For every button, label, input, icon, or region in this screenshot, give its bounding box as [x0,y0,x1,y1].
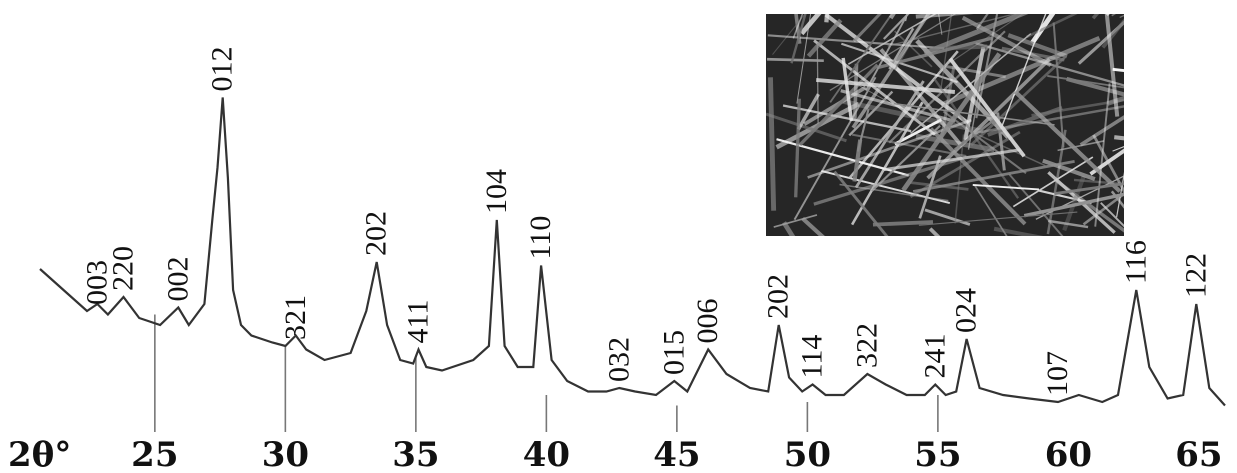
peak-label-6: 411 [401,300,434,344]
peak-label-3: 012 [206,47,239,92]
x-tick-label-60: 60 [1045,435,1092,473]
x-tick-label-40: 40 [523,435,570,473]
x-tick-label-45: 45 [653,435,700,473]
peak-label-15: 241 [918,334,951,379]
peak-label-4: 321 [279,295,312,340]
peak-label-18: 116 [1119,240,1152,284]
xrd-pattern-line [39,97,1226,407]
x-tick-label-55: 55 [914,435,961,473]
peak-label-14: 322 [850,323,883,368]
peak-label-0: 003 [80,260,113,305]
peak-label-2: 002 [161,257,194,302]
peak-label-11: 006 [691,299,724,344]
peak-label-19: 122 [1179,253,1212,298]
peak-label-7: 104 [480,169,513,214]
x-tick-label-65: 65 [1175,435,1222,473]
x-axis-label: 2θ° [8,435,71,473]
peak-label-12: 202 [762,274,795,319]
x-tick-label-25: 25 [131,435,178,473]
peak-label-10: 015 [657,330,690,375]
x-tick-label-30: 30 [262,435,309,473]
peak-label-16: 024 [950,288,983,333]
x-tick-label-35: 35 [392,435,439,473]
peak-label-1: 220 [107,246,140,291]
peak-label-13: 114 [796,335,829,379]
peak-label-8: 110 [524,216,557,260]
peak-label-5: 202 [360,211,393,256]
peak-label-9: 032 [602,337,635,382]
peak-label-17: 107 [1041,351,1074,396]
reference-lines [154,314,939,432]
x-tick-label-50: 50 [784,435,831,473]
sem-image-inset [766,14,1124,236]
x-axis-ticks: 25 30 35 40 45 50 55 60 65 [131,435,1222,473]
